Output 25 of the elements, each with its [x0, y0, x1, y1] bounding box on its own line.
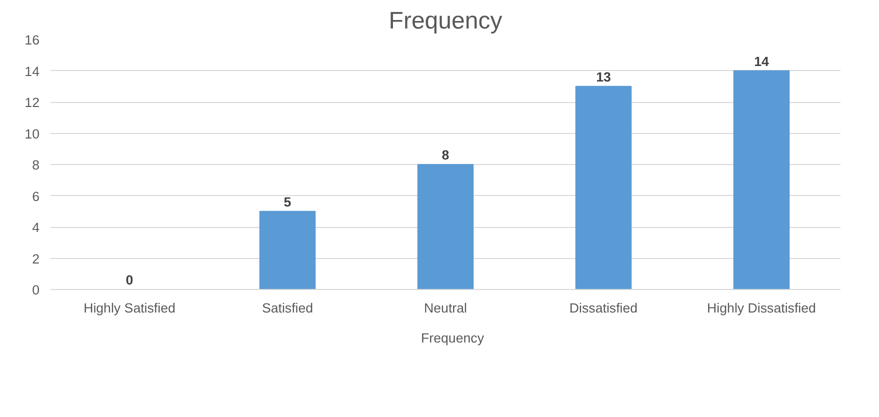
data-label: 14: [754, 54, 770, 69]
y-tick-label: 10: [24, 126, 40, 142]
x-tick-label: Satisfied: [262, 300, 314, 316]
y-tick-label: 12: [24, 95, 40, 110]
data-label: 5: [284, 194, 292, 210]
y-tick-label: 16: [24, 32, 40, 48]
x-tick-label: Neutral: [424, 300, 468, 316]
y-tick-label: 14: [24, 64, 40, 79]
y-tick-label: 0: [32, 282, 40, 298]
y-tick-label: 4: [32, 220, 40, 235]
y-tick-label: 8: [32, 158, 40, 172]
y-tick-label: 2: [32, 251, 40, 266]
data-label: 13: [596, 69, 611, 84]
bar: [417, 164, 474, 290]
text: Frequency: [421, 330, 484, 346]
bar: [733, 70, 790, 290]
x-tick-label: Highly Dissatisfied: [707, 300, 816, 316]
x-tick-label: Highly Satisfied: [84, 300, 176, 316]
data-label: 0: [126, 272, 134, 288]
x-tick-label: Dissatisfied: [569, 300, 638, 316]
chart-title: Frequency: [388, 8, 502, 34]
bar: [575, 86, 632, 290]
y-tick-label: 6: [32, 188, 40, 204]
data-label: 8: [442, 148, 450, 162]
bar: [259, 210, 316, 290]
